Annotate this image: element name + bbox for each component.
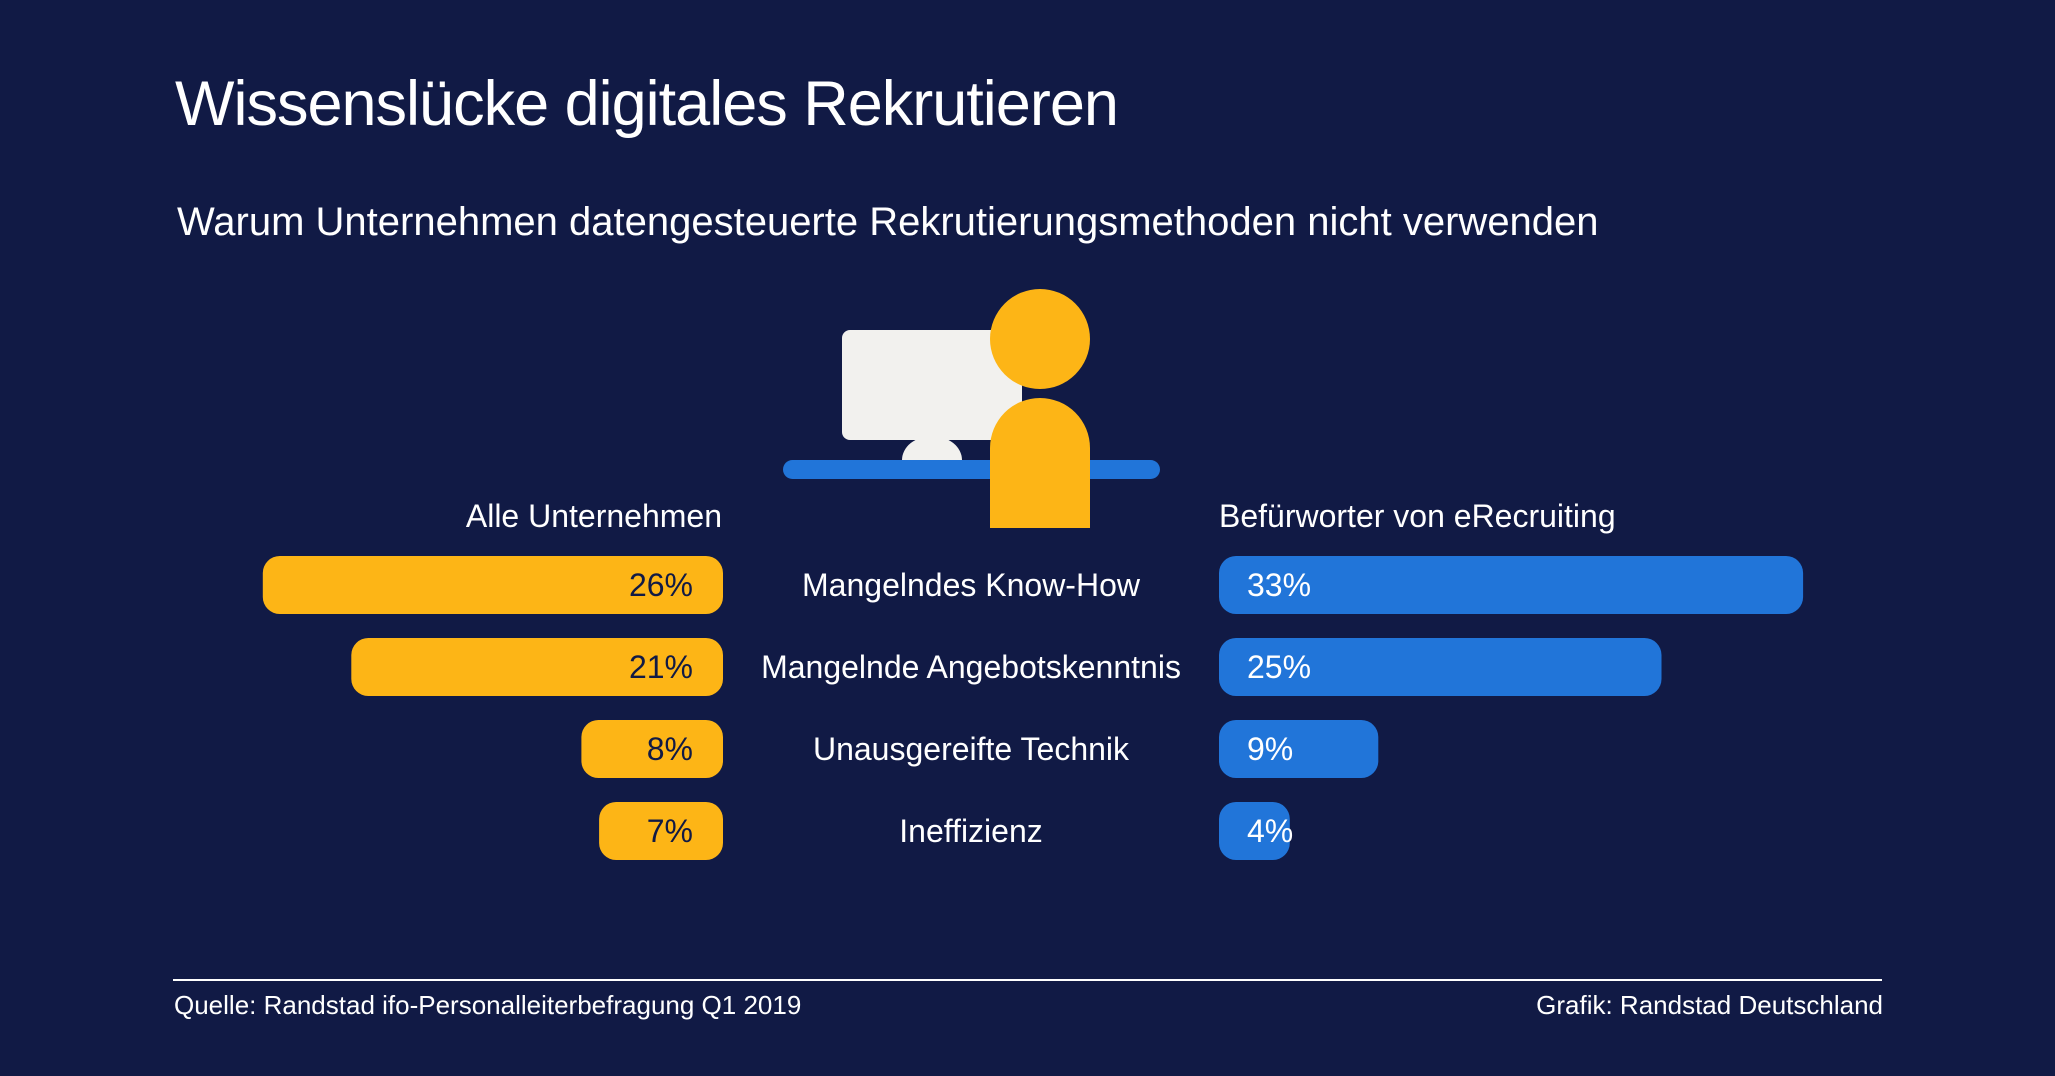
source-note: Quelle: Randstad ifo-Personalleiterbefra…	[174, 990, 802, 1020]
bar-right-1	[1219, 638, 1662, 696]
bar-right-0	[1219, 556, 1804, 614]
bars-group: 26% Mangelndes Know-How 33% 21% Mangelnde An…	[262, 556, 1804, 860]
bar-right-label-2: 9%	[1247, 731, 1293, 767]
bar-right-2	[1219, 720, 1379, 778]
bar-left-1	[351, 638, 723, 696]
chart-subtitle: Warum Unternehmen datengesteuerte Rekrut…	[177, 200, 1599, 244]
category-label-2: Unausgereifte Technik	[813, 731, 1130, 767]
category-label-3: Ineffizienz	[899, 813, 1043, 849]
monitor-stand	[902, 436, 962, 460]
bar-left-label-2: 8%	[647, 731, 693, 767]
bar-right-3	[1219, 802, 1290, 860]
credit-note: Grafik: Randstad Deutschland	[1536, 990, 1883, 1020]
legend-left-series: Alle Unternehmen	[466, 498, 722, 534]
person-at-computer-icon	[783, 289, 1160, 528]
person-head	[990, 289, 1090, 389]
legend-right-series: Befürworter von eRecruiting	[1219, 498, 1616, 534]
bar-left-2	[581, 720, 723, 778]
category-label-0: Mangelndes Know-How	[802, 567, 1141, 603]
bar-right-label-1: 25%	[1247, 649, 1311, 685]
bar-left-label-3: 7%	[647, 813, 693, 849]
bar-left-label-0: 26%	[629, 567, 693, 603]
bar-right-label-3: 4%	[1247, 813, 1293, 849]
bar-left-0	[262, 556, 723, 614]
bar-left-3	[599, 802, 723, 860]
monitor-screen	[842, 330, 1022, 440]
bar-left-label-1: 21%	[629, 649, 693, 685]
desk	[783, 460, 1160, 479]
footer-divider	[173, 979, 1882, 981]
bar-right-label-0: 33%	[1247, 567, 1311, 603]
chart-title: Wissenslücke digitales Rekrutieren	[175, 69, 1119, 139]
person-body	[990, 398, 1090, 528]
category-label-1: Mangelnde Angebotskenntnis	[761, 649, 1181, 685]
